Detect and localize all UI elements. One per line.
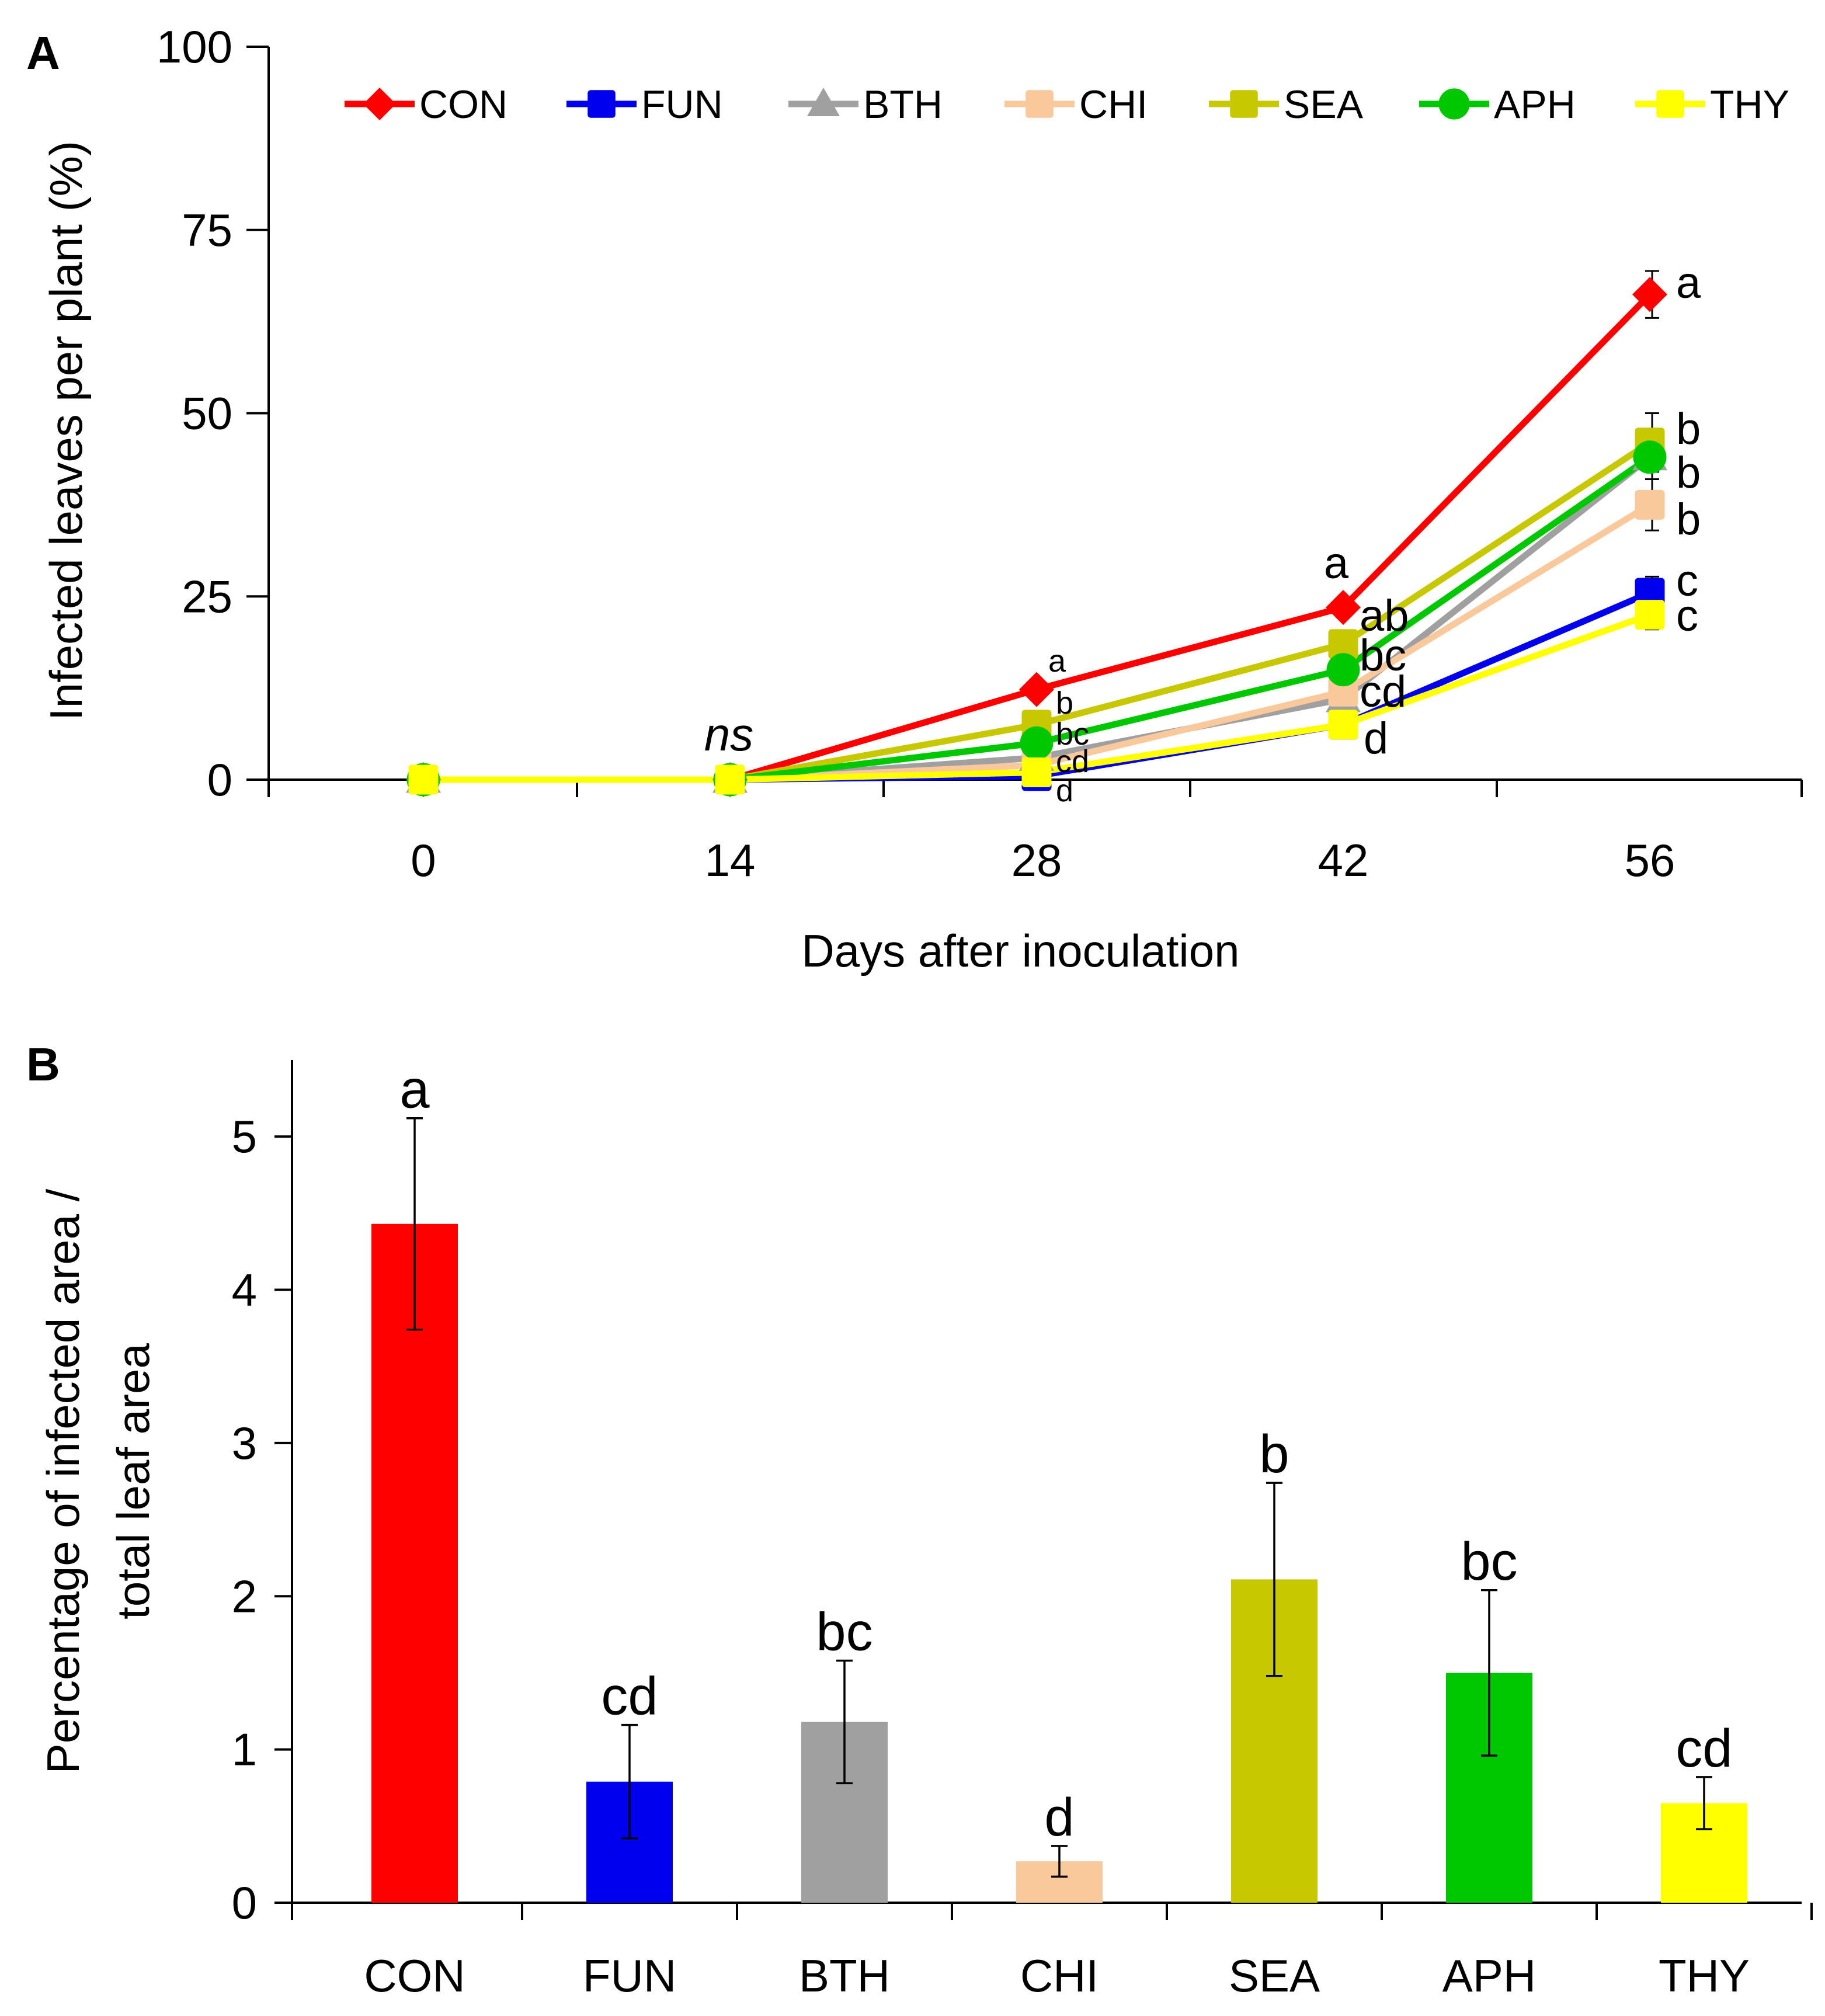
category-label-aph: APH xyxy=(1442,1950,1536,2001)
legend-marker-chi xyxy=(1026,90,1054,118)
y-tick-label: 100 xyxy=(157,21,232,72)
y-tick-label: 4 xyxy=(232,1264,257,1316)
legend-label-aph: APH xyxy=(1494,82,1576,127)
y-tick-label: 3 xyxy=(232,1417,257,1469)
legend-label-thy: THY xyxy=(1710,82,1789,127)
x-tick-label: 0 xyxy=(411,835,436,886)
significance-letter: a xyxy=(1048,644,1066,679)
y-tick-label: 0 xyxy=(207,754,232,805)
y-tick-label: 5 xyxy=(232,1111,257,1162)
data-point-sea xyxy=(1328,629,1358,659)
legend-marker-con xyxy=(363,88,396,120)
significance-letter-aph: bc xyxy=(1461,1532,1517,1591)
significance-letter-fun: cd xyxy=(601,1667,658,1726)
x-axis-title: Days after inoculation xyxy=(801,925,1239,976)
legend-label-con: CON xyxy=(419,82,507,127)
category-label-chi: CHI xyxy=(1020,1950,1099,2001)
legend-marker-thy xyxy=(1656,90,1684,118)
data-point-con xyxy=(1326,590,1361,625)
data-point-thy xyxy=(1021,757,1052,787)
bar-con xyxy=(371,1223,458,1903)
significance-letter: b xyxy=(1056,686,1073,721)
y-tick-label: 0 xyxy=(232,1877,257,1928)
x-tick-label: 56 xyxy=(1625,835,1675,886)
significance-letter: b xyxy=(1676,448,1701,498)
legend-label-fun: FUN xyxy=(641,82,723,127)
y-tick-label: 1 xyxy=(232,1724,257,1775)
line-chart: 0 25 50 75 100 0 14 28 42 56 Infected leaves per p… xyxy=(40,21,1803,976)
significance-letter: b xyxy=(1676,495,1701,544)
category-label-con: CON xyxy=(364,1950,465,2001)
significance-letter: ab xyxy=(1360,591,1409,641)
data-point-con xyxy=(1632,277,1667,312)
y-axis-title-line2: total leaf area xyxy=(107,1343,159,1619)
significance-letter: bc xyxy=(1056,717,1089,752)
category-label-sea: SEA xyxy=(1229,1950,1320,2001)
panel-b-label: B xyxy=(26,1038,60,1090)
data-point-chi xyxy=(1635,489,1665,520)
data-point-thy xyxy=(1328,710,1358,740)
data-point-aph xyxy=(1020,726,1054,760)
legend-label-sea: SEA xyxy=(1284,82,1364,127)
legend-marker-fun xyxy=(588,90,616,118)
significance-letter: cd xyxy=(1360,667,1406,717)
significance-letter: c xyxy=(1676,556,1698,606)
significance-letter: d xyxy=(1056,773,1073,808)
x-tick-label: 42 xyxy=(1318,835,1369,886)
category-label-fun: FUN xyxy=(583,1950,676,2001)
data-point-thy xyxy=(1635,600,1665,630)
x-tick-label: 14 xyxy=(705,835,756,886)
ns-label: ns xyxy=(704,708,754,760)
significance-letter: d xyxy=(1364,714,1388,763)
data-point-thy xyxy=(408,764,439,795)
significance-letter: a xyxy=(1676,258,1701,308)
legend-label-bth: BTH xyxy=(863,82,943,127)
bar-chart: 0 1 2 3 4 5 Percentage of infected area / total… xyxy=(37,1060,1813,2001)
data-point-aph xyxy=(1326,653,1360,687)
significance-letter-sea: b xyxy=(1259,1424,1289,1484)
category-label-thy: THY xyxy=(1659,1950,1750,2001)
y-tick-label: 75 xyxy=(182,204,232,256)
y-tick-label: 25 xyxy=(182,571,232,622)
legend-label-chi: CHI xyxy=(1079,82,1148,127)
data-point-aph xyxy=(1633,440,1667,474)
x-tick-label: 28 xyxy=(1011,835,1062,886)
significance-letter: c xyxy=(1676,591,1698,641)
category-label-bth: BTH xyxy=(799,1950,890,2001)
legend-marker-aph xyxy=(1438,88,1470,120)
y-tick-label: 2 xyxy=(232,1570,257,1622)
legend-marker-sea xyxy=(1230,90,1258,118)
legend-marker-bth xyxy=(807,88,840,116)
panel-a-label: A xyxy=(26,27,60,79)
y-tick-label: 50 xyxy=(182,388,232,439)
significance-letter-bth: bc xyxy=(816,1602,872,1662)
significance-letter: b xyxy=(1676,404,1701,454)
significance-letter: a xyxy=(1324,538,1349,588)
y-axis-title: Infected leaves per plant (%) xyxy=(40,141,92,721)
significance-letter-thy: cd xyxy=(1675,1719,1732,1778)
significance-letter-chi: d xyxy=(1044,1788,1074,1847)
data-point-thy xyxy=(715,764,745,795)
significance-letter: bc xyxy=(1360,631,1406,680)
significance-letter: cd xyxy=(1056,744,1089,779)
y-axis-title-line1: Percentage of infected area / xyxy=(37,1188,89,1774)
significance-letter-con: a xyxy=(399,1060,430,1120)
data-point-con xyxy=(1019,672,1054,707)
